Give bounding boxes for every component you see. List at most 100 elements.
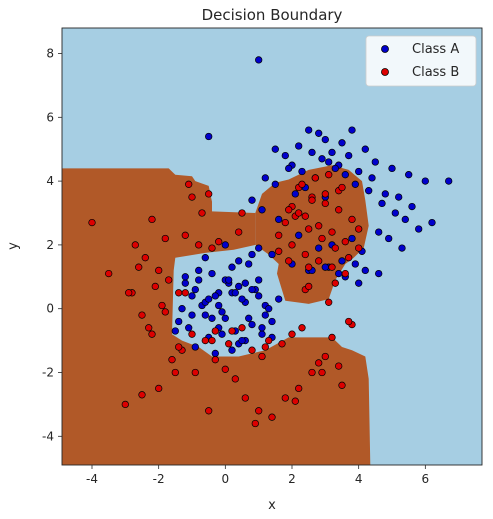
class-b-point <box>185 180 193 188</box>
class-a-point <box>285 164 293 173</box>
class-b-point <box>248 346 256 354</box>
class-b-point <box>311 174 319 182</box>
class-b-point <box>298 324 306 332</box>
class-b-point <box>288 241 296 249</box>
class-a-point <box>188 292 196 300</box>
class-b-point <box>305 282 313 291</box>
class-a-point <box>231 289 239 297</box>
class-a-point <box>355 279 363 287</box>
x-tick-label: 6 <box>422 472 430 486</box>
class-a-point <box>171 327 179 335</box>
class-b-points <box>88 171 363 428</box>
class-b-point <box>315 257 323 265</box>
class-b-point <box>258 352 266 361</box>
class-b-point <box>228 327 236 335</box>
class-a-point <box>395 193 403 201</box>
class-b-point <box>145 324 153 332</box>
class-a-point <box>235 282 243 291</box>
class-a-point <box>255 56 263 64</box>
class-a-point <box>421 177 429 185</box>
class-a-point <box>351 260 359 268</box>
class-b-point <box>231 375 239 383</box>
class-a-point <box>361 145 369 153</box>
class-b-region-0 <box>62 168 371 465</box>
y-tick-label: 8 <box>46 47 54 61</box>
class-b-point <box>328 333 336 342</box>
class-b-point <box>205 407 213 415</box>
class-a-point <box>238 295 246 303</box>
class-b-point <box>238 209 246 217</box>
class-a-point <box>445 177 453 185</box>
class-a-point <box>181 279 189 287</box>
class-b-point <box>198 209 206 217</box>
class-a-point <box>245 314 253 322</box>
class-b-point <box>188 330 196 338</box>
class-a-point <box>321 263 329 271</box>
class-b-point <box>235 228 243 236</box>
class-a-point <box>375 228 383 236</box>
class-b-point <box>338 183 346 192</box>
class-b-point <box>285 257 293 265</box>
class-b-point <box>301 212 309 220</box>
class-b-point <box>305 263 313 271</box>
x-tick-label: -2 <box>153 472 165 486</box>
class-b-point <box>335 362 343 370</box>
class-b-point <box>328 228 336 236</box>
class-b-point <box>355 244 363 252</box>
class-b-point <box>148 215 156 224</box>
class-a-point <box>235 257 243 265</box>
class-a-point <box>271 145 279 153</box>
class-b-point <box>275 247 283 255</box>
class-a-point <box>255 244 263 252</box>
class-b-point <box>308 196 316 204</box>
class-b-point <box>278 340 286 348</box>
class-b-point <box>131 241 139 249</box>
class-b-point <box>265 336 273 345</box>
class-b-point <box>295 384 303 393</box>
class-a-point <box>331 164 339 173</box>
class-b-region-1 <box>255 165 369 304</box>
x-tick-label: 0 <box>222 472 230 486</box>
class-b-point <box>151 282 159 291</box>
class-b-point <box>288 330 296 338</box>
class-b-point <box>268 413 276 421</box>
class-a-point <box>381 190 389 198</box>
class-a-point <box>178 305 186 313</box>
class-a-point <box>388 164 396 173</box>
class-a-point <box>378 199 386 208</box>
class-a-point <box>341 171 349 179</box>
class-a-point <box>221 241 229 249</box>
class-a-point <box>295 142 303 150</box>
class-a-point <box>308 148 316 157</box>
class-b-point <box>165 276 173 284</box>
class-b-point <box>338 381 346 389</box>
x-tick-label: 4 <box>355 472 363 486</box>
class-a-point <box>228 346 236 354</box>
class-b-point <box>318 368 326 377</box>
class-a-point <box>295 231 303 239</box>
class-b-point <box>191 368 199 377</box>
class-b-point <box>335 206 343 214</box>
class-b-point <box>221 365 229 373</box>
class-a-point <box>228 263 236 271</box>
class-b-point <box>171 368 179 377</box>
class-b-point <box>241 394 249 402</box>
class-a-point <box>221 314 229 322</box>
plot-frame <box>61 27 483 466</box>
class-a-point <box>215 301 223 310</box>
class-b-point <box>168 356 176 364</box>
class-a-point <box>275 295 283 303</box>
class-b-point <box>181 289 189 297</box>
class-b-point <box>301 250 309 259</box>
class-a-point <box>255 292 263 300</box>
class-a-point <box>248 285 256 294</box>
class-a-point <box>191 343 199 351</box>
class-b-point <box>208 336 216 345</box>
class-a-point <box>205 295 213 303</box>
class-a-point <box>248 250 256 259</box>
x-axis-ticks: -4 -2 0 2 4 6 <box>86 465 429 486</box>
class-a-point <box>351 180 359 188</box>
class-b-point <box>325 171 333 179</box>
class-b-point <box>315 222 323 230</box>
class-b-point <box>291 397 299 405</box>
